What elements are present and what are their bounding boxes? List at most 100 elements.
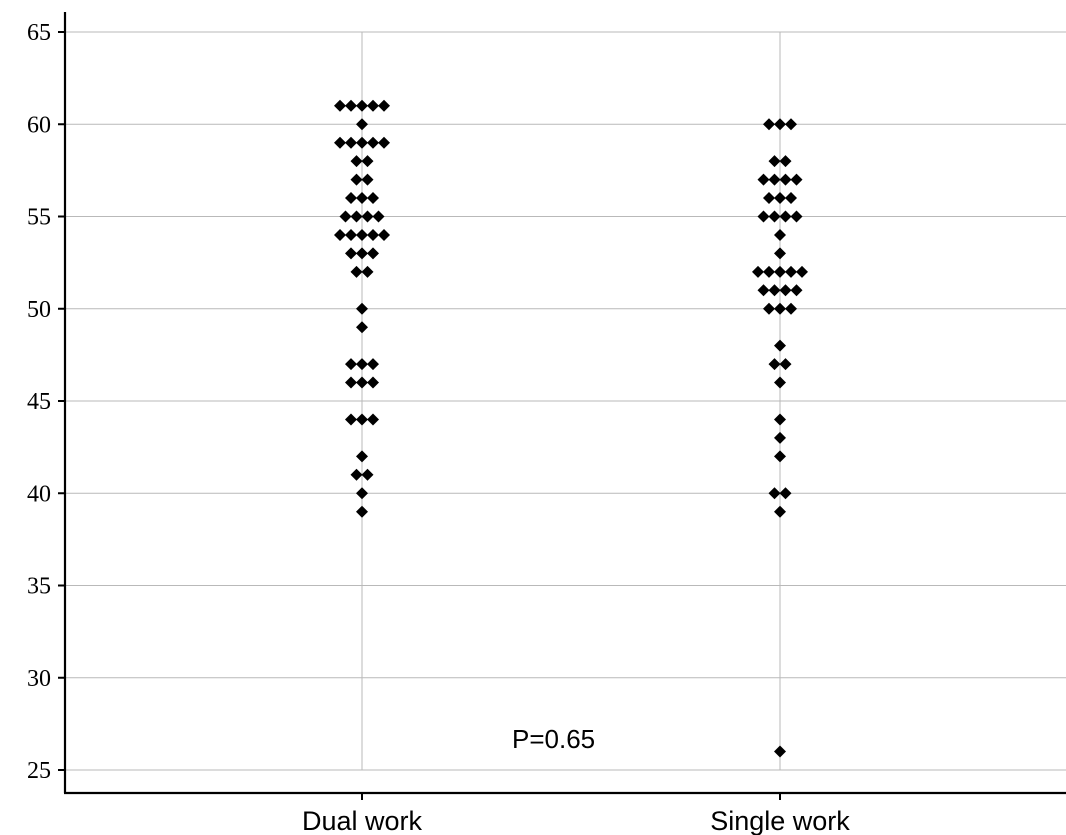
x-tick-label: Single work bbox=[710, 806, 850, 835]
data-point bbox=[361, 210, 374, 223]
y-tick-label: 65 bbox=[27, 20, 51, 46]
data-point bbox=[367, 376, 379, 389]
data-point bbox=[334, 136, 346, 149]
data-point bbox=[356, 302, 368, 315]
data-point bbox=[774, 413, 786, 426]
data-point bbox=[345, 247, 357, 260]
data-points bbox=[334, 99, 808, 758]
data-point bbox=[361, 265, 374, 278]
data-point bbox=[334, 99, 346, 112]
data-point bbox=[361, 468, 374, 481]
data-point bbox=[768, 173, 781, 186]
data-point bbox=[350, 210, 363, 223]
data-point bbox=[372, 210, 385, 223]
y-tick-label: 35 bbox=[27, 574, 51, 600]
data-point bbox=[763, 192, 775, 205]
y-tick-label: 55 bbox=[27, 205, 51, 231]
axes bbox=[63, 12, 1066, 795]
data-point bbox=[757, 210, 770, 223]
y-tick-label: 30 bbox=[27, 666, 51, 692]
data-point bbox=[774, 376, 786, 389]
data-point bbox=[367, 413, 379, 426]
y-tick-label: 45 bbox=[27, 389, 51, 415]
data-point bbox=[774, 505, 786, 518]
data-point bbox=[350, 173, 363, 186]
data-point bbox=[356, 118, 368, 131]
y-axis-ticks: 25 30 35 40 45 50 55 60 65 bbox=[27, 20, 65, 784]
data-point bbox=[367, 358, 379, 371]
data-point bbox=[350, 468, 363, 481]
data-point bbox=[356, 450, 368, 463]
data-point bbox=[356, 228, 368, 241]
data-point bbox=[785, 118, 797, 131]
data-point bbox=[356, 505, 368, 518]
data-point bbox=[356, 358, 368, 371]
data-point bbox=[367, 192, 379, 205]
data-point bbox=[774, 450, 786, 463]
data-point bbox=[774, 339, 786, 352]
y-tick-label: 25 bbox=[27, 758, 51, 784]
data-point bbox=[768, 487, 781, 500]
data-point bbox=[768, 210, 781, 223]
data-point bbox=[356, 192, 368, 205]
data-point bbox=[345, 413, 357, 426]
data-point bbox=[350, 265, 363, 278]
data-point bbox=[779, 358, 792, 371]
data-point bbox=[774, 118, 786, 131]
y-tick-label: 60 bbox=[27, 112, 51, 138]
data-point bbox=[367, 247, 379, 260]
data-point bbox=[378, 136, 390, 149]
data-point bbox=[356, 99, 368, 112]
data-point bbox=[378, 99, 390, 112]
data-point bbox=[763, 118, 775, 131]
x-axis-ticks: Dual work Single work bbox=[302, 793, 850, 835]
data-point bbox=[779, 487, 792, 500]
data-point bbox=[356, 321, 368, 334]
x-tick-label: Dual work bbox=[302, 806, 423, 835]
data-point bbox=[768, 284, 781, 297]
data-point bbox=[367, 136, 379, 149]
data-point bbox=[774, 745, 786, 758]
data-point bbox=[757, 284, 770, 297]
data-point bbox=[774, 265, 786, 278]
data-point bbox=[779, 210, 792, 223]
data-point bbox=[752, 265, 764, 278]
data-point bbox=[768, 155, 781, 168]
data-point bbox=[796, 265, 808, 278]
data-point bbox=[356, 487, 368, 500]
data-point bbox=[763, 265, 775, 278]
data-point bbox=[356, 376, 368, 389]
data-point bbox=[774, 302, 786, 315]
data-point bbox=[378, 228, 390, 241]
data-point bbox=[356, 413, 368, 426]
data-point bbox=[785, 192, 797, 205]
data-point bbox=[779, 284, 792, 297]
data-point bbox=[367, 228, 379, 241]
p-value-annotation: P=0.65 bbox=[512, 724, 595, 754]
y-tick-label: 40 bbox=[27, 481, 51, 507]
data-point bbox=[790, 284, 803, 297]
data-point bbox=[785, 265, 797, 278]
data-point bbox=[774, 247, 786, 260]
data-point bbox=[367, 99, 379, 112]
data-point bbox=[361, 173, 374, 186]
data-point bbox=[774, 192, 786, 205]
data-point bbox=[350, 155, 363, 168]
data-point bbox=[790, 210, 803, 223]
data-point bbox=[785, 302, 797, 315]
data-point bbox=[768, 358, 781, 371]
data-point bbox=[779, 173, 792, 186]
data-point bbox=[345, 376, 357, 389]
data-point bbox=[345, 99, 357, 112]
data-point bbox=[356, 247, 368, 260]
data-point bbox=[763, 302, 775, 315]
data-point bbox=[774, 431, 786, 444]
data-point bbox=[345, 192, 357, 205]
data-point bbox=[345, 228, 357, 241]
data-point bbox=[361, 155, 374, 168]
data-point bbox=[334, 228, 346, 241]
data-point bbox=[339, 210, 352, 223]
data-point bbox=[774, 228, 786, 241]
data-point bbox=[790, 173, 803, 186]
